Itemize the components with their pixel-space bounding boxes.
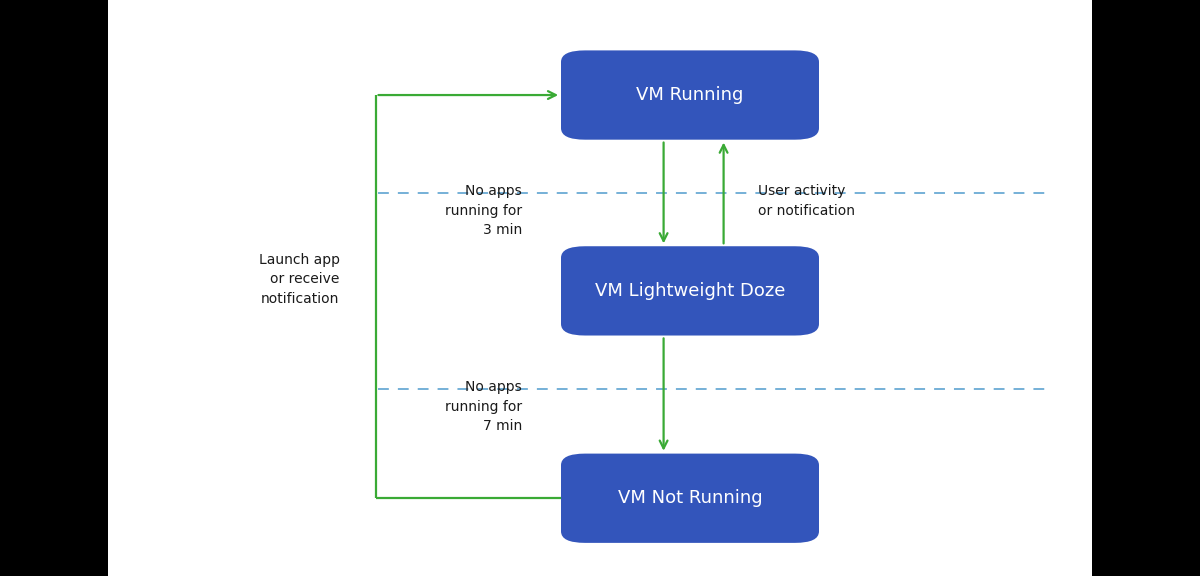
Text: VM Lightweight Doze: VM Lightweight Doze xyxy=(595,282,785,300)
Text: No apps
running for
3 min: No apps running for 3 min xyxy=(445,184,522,237)
Text: VM Not Running: VM Not Running xyxy=(618,489,762,507)
FancyBboxPatch shape xyxy=(1092,0,1200,576)
FancyBboxPatch shape xyxy=(562,454,818,543)
Text: VM Running: VM Running xyxy=(636,86,744,104)
FancyBboxPatch shape xyxy=(0,0,108,576)
FancyBboxPatch shape xyxy=(562,51,818,140)
Text: User activity
or notification: User activity or notification xyxy=(758,184,856,218)
Text: No apps
running for
7 min: No apps running for 7 min xyxy=(445,380,522,433)
Text: Launch app
or receive
notification: Launch app or receive notification xyxy=(259,253,340,306)
FancyBboxPatch shape xyxy=(562,247,818,335)
